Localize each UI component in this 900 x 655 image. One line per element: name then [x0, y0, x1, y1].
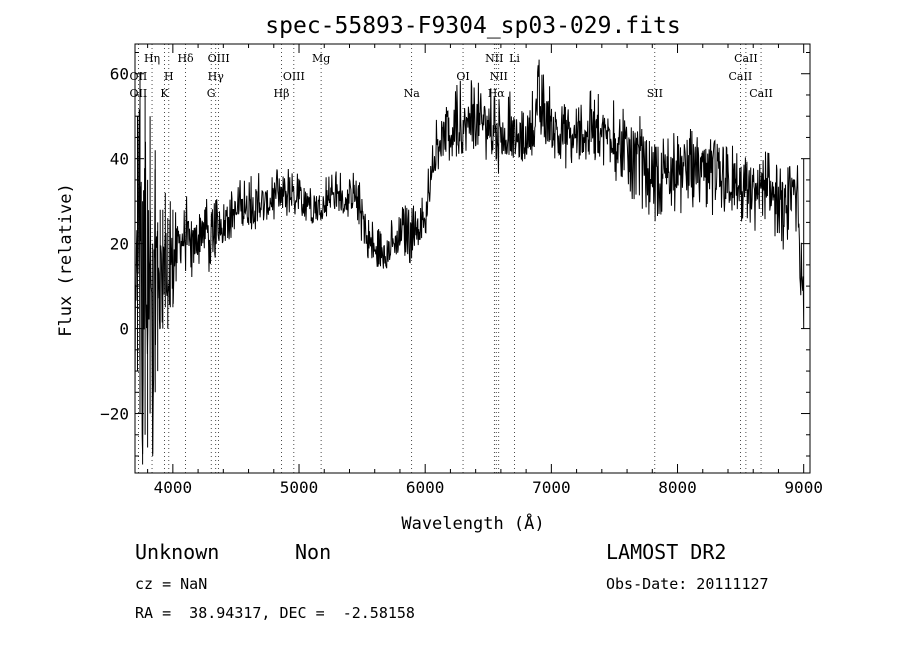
line-marker-label: Hβ [274, 87, 290, 100]
line-marker-label: Li [509, 52, 520, 65]
line-marker-label: NII [485, 52, 503, 65]
line-marker-label: SII [647, 87, 663, 100]
line-marker-label: NII [490, 70, 508, 83]
line-marker-label: CaII [729, 70, 753, 83]
spectrum-line [134, 59, 805, 455]
line-marker-label: K [160, 87, 169, 100]
x-tick-label: 5000 [280, 478, 319, 497]
line-marker-label: Hα [488, 87, 506, 100]
subclass-label: Non [295, 540, 332, 564]
chart-title: spec-55893-F9304_sp03-029.fits [265, 13, 680, 39]
emission-line-markers [138, 44, 762, 473]
y-axis-label: Flux (relative) [56, 183, 76, 337]
x-tick-label: 8000 [658, 478, 697, 497]
line-marker-label: OI [456, 70, 469, 83]
x-axis-label: Wavelength (Å) [401, 512, 544, 534]
line-marker-label: CaII [734, 52, 758, 65]
y-tick-label: −20 [100, 405, 129, 424]
x-tick-label: 4000 [154, 478, 193, 497]
y-axis-ticks: −20 0 20 40 60 [100, 51, 810, 457]
line-marker-label: OIII [208, 52, 230, 65]
x-tick-label: 7000 [532, 478, 571, 497]
line-marker-label: Hδ [177, 52, 194, 65]
x-tick-label: 6000 [406, 478, 445, 497]
y-tick-label: 0 [119, 320, 129, 339]
x-tick-label: 9000 [784, 478, 823, 497]
line-marker-label: OII [130, 70, 148, 83]
redshift-readout: cz = NaN [135, 575, 208, 593]
y-tick-label: 40 [110, 150, 129, 169]
x-axis-ticks: 4000 5000 6000 7000 8000 9000 [147, 44, 823, 497]
line-marker-label: Hη [144, 52, 160, 65]
line-marker-label: OIII [283, 70, 305, 83]
line-marker-label: CaII [749, 87, 773, 100]
y-tick-label: 60 [110, 65, 129, 84]
line-marker-label: Mg [312, 52, 330, 65]
obs-date-readout: Obs-Date: 20111127 [606, 575, 769, 593]
line-marker-label: Hγ [208, 70, 225, 83]
line-marker-label: H [164, 70, 174, 83]
survey-label: LAMOST DR2 [606, 540, 727, 564]
plot-frame [134, 43, 811, 474]
classification-label: Unknown [135, 540, 220, 564]
line-marker-label: Na [404, 87, 421, 100]
y-tick-label: 20 [110, 235, 129, 254]
coordinates-readout: RA = 38.94317, DEC = -2.58158 [135, 604, 415, 622]
line-marker-label: G [207, 87, 216, 100]
line-marker-label: OII [130, 87, 148, 100]
